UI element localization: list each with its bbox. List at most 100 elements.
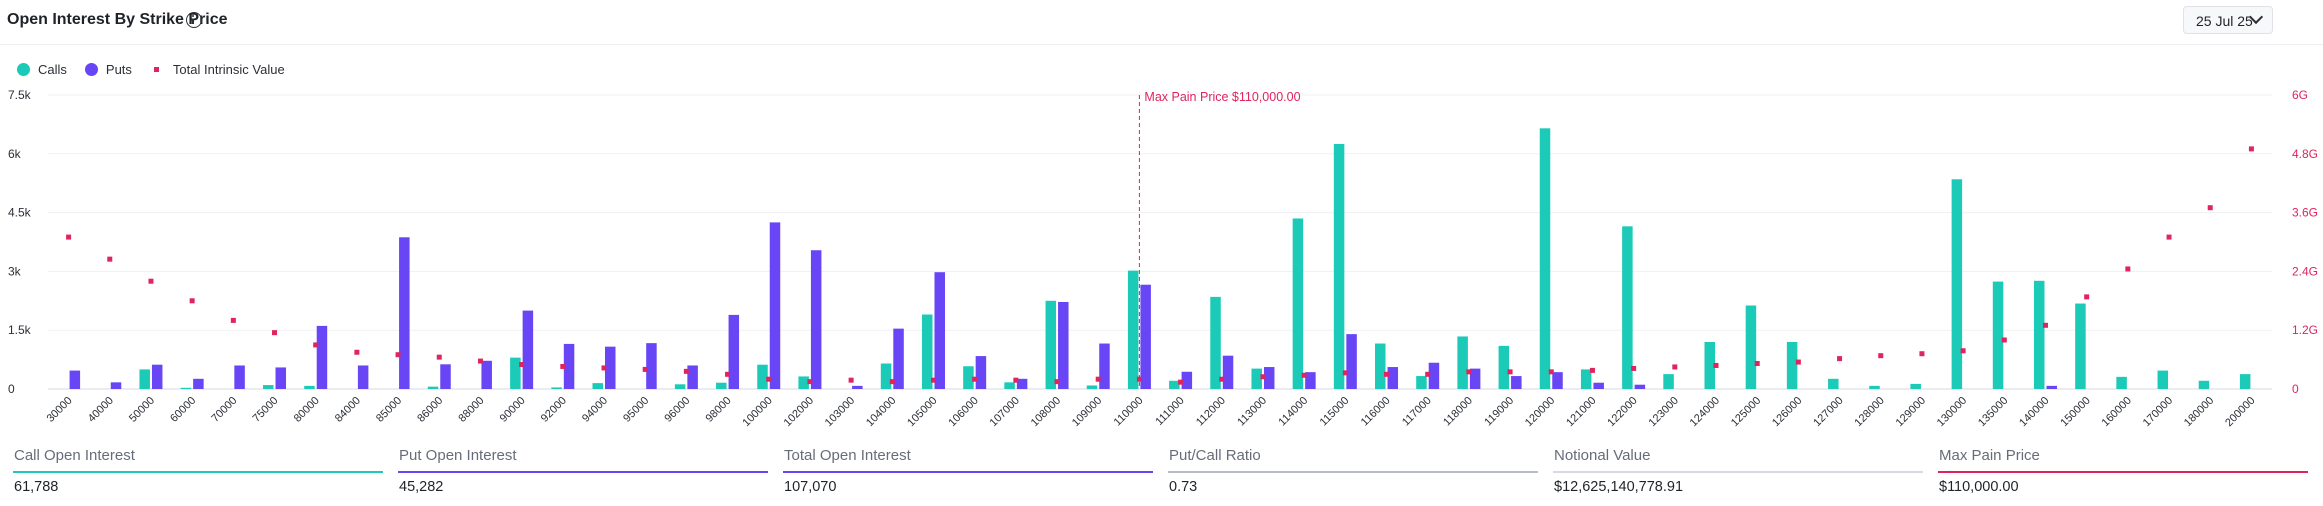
stat-label: Total Open Interest (784, 447, 911, 464)
call-bar (1004, 382, 1015, 389)
x-tick-label: 88000 (456, 395, 486, 425)
intrinsic-value-marker (1178, 379, 1184, 385)
call-bar (1333, 144, 1345, 389)
intrinsic-value-marker (1095, 376, 1101, 382)
expiry-date-select[interactable]: 25 Jul 25 (2183, 6, 2273, 34)
calls-legend-marker (17, 62, 30, 76)
put-bar (605, 346, 616, 389)
x-tick-label: 85000 (374, 395, 404, 425)
call-bar (1828, 378, 1839, 389)
x-tick-label: 127000 (1811, 395, 1845, 429)
put-bar (1099, 343, 1110, 389)
intrinsic-value-marker (395, 352, 401, 358)
call-bar (1086, 385, 1098, 389)
put-bar (522, 310, 534, 389)
intrinsic-value-marker (1795, 359, 1801, 365)
stat-label: Put/Call Ratio (1169, 447, 1261, 464)
call-bar (798, 376, 809, 389)
call-bar (2157, 370, 2169, 389)
x-tick-label: 113000 (1235, 395, 1269, 429)
intrinsic-value-marker (1425, 371, 1431, 377)
x-tick-label: 115000 (1318, 395, 1352, 429)
put-bar (1634, 384, 1646, 389)
put-bar (934, 272, 945, 389)
x-tick-label: 86000 (415, 395, 445, 425)
stat-underline (1168, 471, 1538, 473)
x-tick-label: 117000 (1400, 395, 1434, 429)
info-icon[interactable] (186, 12, 202, 28)
put-bar (810, 250, 822, 389)
intrinsic-value-marker (1507, 369, 1513, 375)
x-tick-label: 119000 (1482, 395, 1516, 429)
legend-item-intrinsic[interactable]: Total Intrinsic Value (150, 62, 285, 77)
stat-label: Max Pain Price (1939, 447, 2040, 464)
x-tick-label: 60000 (168, 395, 198, 425)
legend-item-puts[interactable]: Puts (84, 62, 132, 77)
put-bar (275, 367, 287, 389)
intrinsic-value-marker (1054, 379, 1060, 385)
intrinsic-value-marker (1919, 351, 1925, 357)
chart-legend: Calls Puts Total Intrinsic Value (17, 61, 303, 77)
intrinsic-value-marker (1754, 361, 1760, 367)
x-tick-label: 75000 (251, 395, 281, 425)
call-bar (674, 384, 686, 389)
y-right-tick-label: 0 (2292, 382, 2299, 396)
intrinsic-value-marker (1260, 374, 1266, 380)
stat-label: Notional Value (1554, 447, 1651, 464)
call-bar (1210, 296, 1221, 389)
x-tick-label: 116000 (1359, 395, 1393, 429)
x-tick-label: 94000 (580, 395, 610, 425)
put-bar (852, 385, 863, 389)
intrinsic-value-marker (313, 342, 319, 348)
x-tick-label: 90000 (498, 395, 528, 425)
x-tick-label: 84000 (333, 395, 363, 425)
call-bar (592, 383, 603, 389)
intrinsic-value-marker (1878, 353, 1884, 359)
intrinsic-value-marker (1713, 362, 1719, 368)
x-tick-label: 109000 (1070, 395, 1104, 429)
put-bar (1016, 378, 1028, 389)
legend-item-calls[interactable]: Calls (17, 62, 67, 77)
put-bar (440, 364, 451, 389)
call-bar (1498, 345, 1510, 389)
x-tick-label: 112000 (1194, 395, 1228, 429)
stat-underline (1938, 471, 2308, 473)
y-left-tick-label: 0 (8, 382, 15, 396)
y-left-tick-label: 7.5k (8, 88, 32, 102)
x-tick-label: 95000 (621, 395, 651, 425)
intrinsic-value-marker (766, 376, 772, 382)
put-bar (1469, 368, 1481, 389)
call-bar (1869, 385, 1880, 389)
intrinsic-value-marker (683, 368, 689, 374)
chart-header: Open Interest By Strike Price 25 Jul 25 (0, 0, 2323, 45)
x-tick-label: 70000 (209, 395, 239, 425)
x-tick-label: 105000 (905, 395, 939, 429)
x-tick-label: 170000 (2141, 395, 2175, 429)
x-tick-label: 135000 (1976, 395, 2010, 429)
intrinsic-value-marker (477, 358, 483, 364)
x-tick-label: 92000 (539, 395, 569, 425)
call-bar (1416, 376, 1427, 389)
put-bar (1140, 284, 1151, 389)
chart-title: Open Interest By Strike Price (7, 11, 228, 28)
intrinsic-value-marker (1301, 372, 1307, 378)
stat-value: 107,070 (784, 479, 837, 495)
put-bar (728, 314, 740, 389)
put-bar (481, 360, 492, 389)
call-bar (1457, 336, 1468, 389)
put-bar (1346, 334, 1357, 389)
intrinsic-value-marker (725, 371, 731, 377)
intrinsic-value-marker (148, 278, 154, 284)
x-tick-label: 98000 (704, 395, 734, 425)
call-bar (551, 387, 562, 389)
call-bar (1127, 270, 1139, 389)
intrinsic-value-marker (1837, 356, 1843, 362)
call-bar (2239, 374, 2251, 389)
put-bar (687, 365, 698, 389)
y-left-tick-label: 3k (8, 264, 22, 278)
call-bar (1910, 383, 1921, 389)
intrinsic-value-marker (436, 354, 442, 360)
call-bar (304, 385, 315, 389)
call-bar (180, 387, 192, 389)
x-tick-label: 106000 (946, 395, 980, 429)
